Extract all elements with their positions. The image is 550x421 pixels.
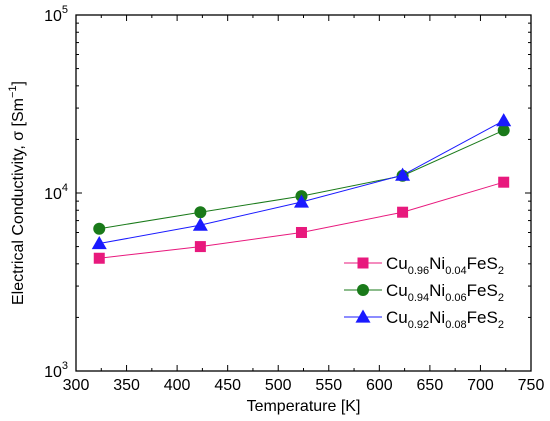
data-point — [496, 113, 512, 127]
data-point — [295, 226, 307, 238]
axis-labels: 300 350 400 450 500 550 600 650 700 750 103 104 105 T… — [7, 4, 544, 415]
legend-marker — [357, 284, 369, 296]
y-tick-label: 104 — [44, 182, 68, 203]
legend-entry-2: Cu0.94Ni0.06FeS2 — [344, 281, 504, 304]
data-point — [91, 236, 107, 250]
legend-marker — [357, 257, 369, 269]
legend-label: Cu0.94Ni0.06FeS2 — [386, 281, 504, 304]
y-tick-label: 105 — [44, 4, 68, 25]
legend: Cu0.96Ni0.04FeS2 Cu0.94Ni0.06FeS2 Cu0.92Ni… — [344, 254, 504, 331]
data-point — [194, 206, 207, 219]
legend-entry-3: Cu0.92Ni0.08FeS2 — [344, 308, 504, 331]
data-point — [397, 206, 409, 218]
data-point — [192, 217, 208, 231]
data-point — [498, 176, 510, 188]
plot-frame — [75, 14, 532, 372]
x-tick-label: 600 — [366, 377, 393, 394]
legend-label: Cu0.92Ni0.08FeS2 — [386, 308, 504, 331]
x-tick-label: 400 — [164, 377, 191, 394]
data-point — [194, 241, 206, 253]
series-2 — [93, 124, 510, 235]
x-axis-title: Temperature [K] — [247, 398, 361, 415]
data-point — [497, 124, 510, 137]
data-point — [395, 167, 411, 181]
data-point — [93, 252, 105, 264]
legend-entry-1: Cu0.96Ni0.04FeS2 — [344, 254, 504, 277]
series-3 — [91, 113, 512, 250]
series-1 — [93, 176, 510, 264]
x-tick-label: 450 — [214, 377, 241, 394]
data-point — [293, 194, 309, 208]
series-layer — [91, 113, 512, 264]
x-tick-label: 750 — [518, 377, 545, 394]
y-axis-title: Electrical Conductivity, σ [Sm−1] — [7, 81, 27, 305]
x-tick-label: 300 — [63, 377, 90, 394]
data-point — [93, 222, 106, 235]
series-line — [99, 129, 504, 230]
x-tick-label: 500 — [265, 377, 292, 394]
x-tick-label: 700 — [467, 377, 494, 394]
legend-marker — [355, 309, 371, 323]
y-tick-label: 103 — [44, 360, 68, 381]
legend-label: Cu0.96Ni0.04FeS2 — [386, 254, 504, 277]
x-tick-label: 550 — [315, 377, 342, 394]
x-tick-label: 650 — [417, 377, 444, 394]
series-line — [99, 120, 504, 245]
x-tick-label: 350 — [113, 377, 140, 394]
